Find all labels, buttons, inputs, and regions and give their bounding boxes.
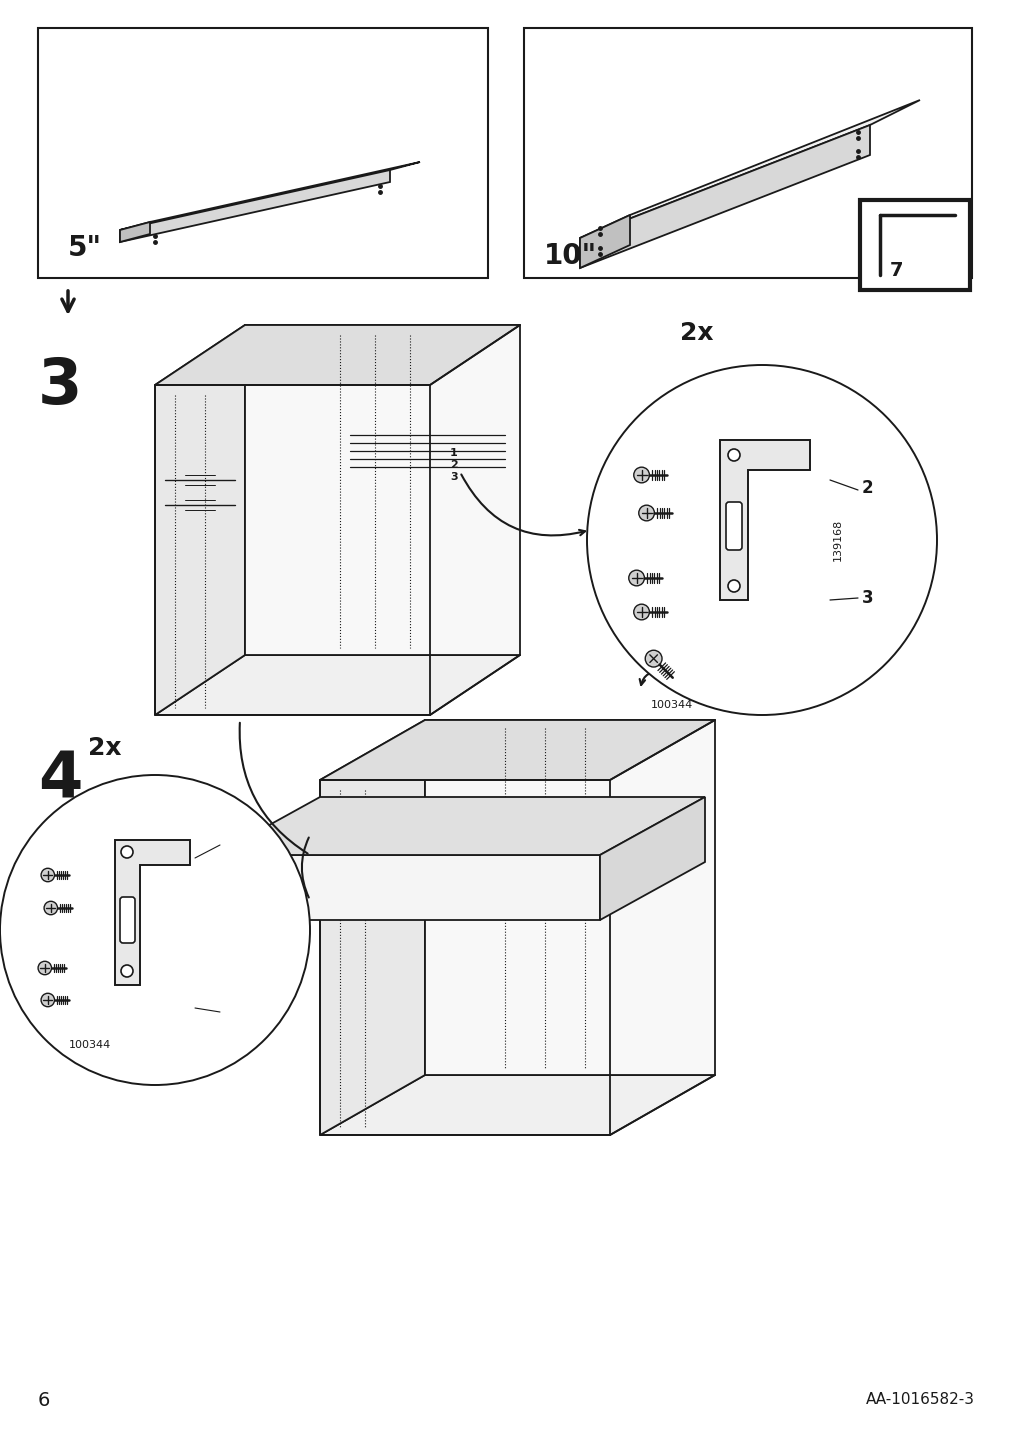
- Circle shape: [638, 505, 654, 521]
- FancyBboxPatch shape: [725, 503, 741, 550]
- Polygon shape: [319, 1075, 715, 1136]
- Circle shape: [727, 580, 739, 591]
- Text: 10": 10": [544, 242, 596, 271]
- Bar: [38, 29, 487, 278]
- Circle shape: [38, 961, 52, 975]
- Polygon shape: [579, 100, 919, 238]
- Polygon shape: [120, 222, 150, 242]
- Circle shape: [41, 994, 55, 1007]
- Text: 2x: 2x: [88, 736, 121, 760]
- Text: 6: 6: [38, 1390, 51, 1409]
- Polygon shape: [319, 720, 425, 1136]
- FancyArrowPatch shape: [301, 838, 308, 898]
- Text: 139168: 139168: [832, 518, 842, 561]
- Polygon shape: [214, 798, 705, 855]
- Circle shape: [645, 650, 661, 667]
- Text: 2x: 2x: [679, 321, 713, 345]
- Bar: [859, 200, 969, 291]
- Circle shape: [628, 570, 644, 586]
- Polygon shape: [155, 325, 245, 715]
- Polygon shape: [120, 162, 420, 231]
- Circle shape: [41, 868, 55, 882]
- Circle shape: [121, 846, 132, 858]
- FancyArrowPatch shape: [240, 723, 307, 853]
- Polygon shape: [579, 215, 630, 268]
- FancyBboxPatch shape: [120, 896, 134, 944]
- Polygon shape: [155, 325, 520, 385]
- Text: 3: 3: [38, 355, 83, 417]
- Polygon shape: [719, 440, 809, 600]
- Text: 3: 3: [861, 589, 872, 607]
- Circle shape: [586, 365, 936, 715]
- Polygon shape: [425, 720, 715, 1075]
- Text: 3: 3: [450, 473, 457, 483]
- Bar: [524, 29, 971, 278]
- Text: 5": 5": [68, 233, 102, 262]
- Circle shape: [633, 604, 649, 620]
- Text: 2: 2: [861, 478, 872, 497]
- Polygon shape: [579, 125, 869, 268]
- Polygon shape: [214, 855, 600, 919]
- Circle shape: [121, 965, 132, 977]
- Text: 100344: 100344: [650, 700, 693, 710]
- Text: 2: 2: [450, 460, 457, 470]
- Polygon shape: [245, 325, 520, 654]
- Polygon shape: [155, 654, 520, 715]
- Text: 1: 1: [450, 448, 457, 458]
- Polygon shape: [319, 720, 715, 780]
- Polygon shape: [120, 170, 389, 242]
- Circle shape: [0, 775, 309, 1085]
- Polygon shape: [600, 798, 705, 919]
- Text: AA-1016582-3: AA-1016582-3: [865, 1392, 974, 1408]
- Text: 4: 4: [38, 750, 82, 812]
- Polygon shape: [115, 841, 190, 985]
- Circle shape: [44, 901, 58, 915]
- Text: 100344: 100344: [69, 1040, 111, 1050]
- Text: 7: 7: [889, 261, 903, 281]
- Circle shape: [633, 467, 649, 483]
- Circle shape: [727, 450, 739, 461]
